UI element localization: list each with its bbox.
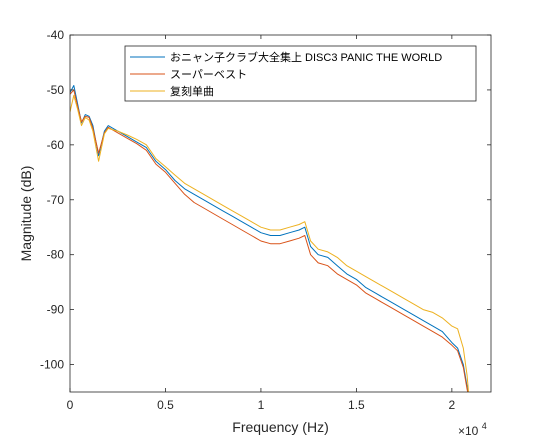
x-exponent-base: ×10: [458, 424, 479, 438]
legend-box: [124, 45, 477, 102]
axes-box: [69, 34, 492, 393]
ticks-layer: 0 0.5 1 1.5 2 -100 -90 -80 -70 -60 -50 -40: [40, 28, 491, 412]
series-line-2: [70, 89, 469, 392]
legend-label: スーパーベスト: [170, 68, 247, 81]
y-tick-label: -100: [40, 358, 64, 372]
y-tick-label: -80: [47, 248, 65, 262]
y-tick-label: -90: [47, 303, 65, 317]
legend-label: おニャン子クラブ大全集上 DISC3 PANIC THE WORLD: [170, 50, 442, 64]
y-tick-label: -70: [47, 193, 65, 207]
x-exponent-power: 4: [482, 421, 487, 431]
y-tick-label: -50: [47, 83, 65, 97]
series-line-1: [70, 85, 469, 392]
x-tick-label: 0: [67, 398, 74, 412]
series-layer: [70, 85, 470, 392]
y-axis-label: Magnitude (dB): [18, 166, 34, 262]
x-tick-label: 1.5: [348, 398, 365, 412]
series-line-3: [70, 94, 470, 392]
x-axis-exponent: ×10 4: [458, 421, 487, 438]
x-tick-label: 2: [449, 398, 456, 412]
x-axis-label: Frequency (Hz): [232, 419, 328, 435]
y-tick-label: -60: [47, 138, 65, 152]
legend: おニャン子クラブ大全集上 DISC3 PANIC THE WORLD スーパーベス…: [124, 45, 477, 102]
x-tick-label: 0.5: [157, 398, 174, 412]
x-tick-label: 1: [258, 398, 265, 412]
legend-label: 复刻单曲: [170, 84, 214, 98]
y-tick-label: -40: [47, 28, 65, 42]
